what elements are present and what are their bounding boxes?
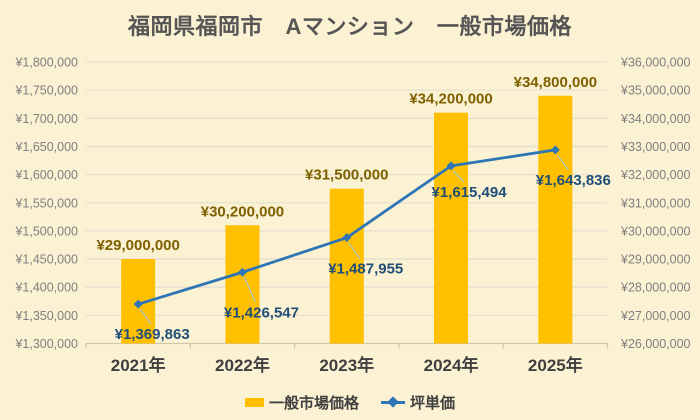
category-label: 2023年	[319, 355, 374, 375]
right-axis-tick-label: ¥28,000,000	[620, 281, 691, 295]
line-marker	[446, 161, 456, 171]
bar-value-label: ¥30,200,000	[201, 203, 284, 220]
point-value-label: ¥1,643,836	[536, 172, 611, 189]
legend-label-bar-series: 一般市場価格	[268, 395, 359, 412]
line-marker	[237, 267, 247, 277]
bar-value-label: ¥34,800,000	[514, 74, 597, 91]
right-axis-tick-label: ¥36,000,000	[620, 56, 691, 70]
bar-series-swatch-icon	[244, 398, 264, 407]
right-axis-tick-label: ¥26,000,000	[620, 337, 691, 351]
left-axis-tick-label: ¥1,600,000	[14, 168, 78, 182]
left-axis-tick-label: ¥1,350,000	[14, 309, 78, 323]
point-value-label: ¥1,426,547	[224, 304, 299, 321]
category-label: 2024年	[424, 355, 479, 375]
point-value-label: ¥1,615,494	[432, 184, 508, 201]
bar	[329, 188, 364, 344]
leader-line	[348, 242, 361, 259]
leader-line	[139, 308, 152, 325]
line-marker	[342, 233, 352, 243]
bar	[225, 225, 260, 344]
category-label: 2025年	[528, 355, 583, 375]
legend-item-line-series: 坪単価	[381, 392, 455, 413]
legend-diamond-marker-icon	[387, 396, 399, 408]
bar	[538, 95, 573, 344]
right-axis-tick-label: ¥33,000,000	[620, 140, 691, 154]
legend-label-line-series: 坪単価	[410, 395, 456, 412]
line-series-swatch-icon	[381, 396, 405, 408]
legend-item-bar-series: 一般市場価格	[244, 392, 359, 413]
left-axis-tick-label: ¥1,300,000	[14, 337, 78, 351]
right-axis-tick-label: ¥29,000,000	[620, 253, 691, 267]
right-axis-tick-label: ¥32,000,000	[620, 168, 691, 182]
bar-value-label: ¥29,000,000	[96, 237, 179, 254]
left-axis-tick-label: ¥1,450,000	[14, 253, 78, 267]
left-axis-tick-label: ¥1,700,000	[14, 112, 78, 126]
point-value-label: ¥1,487,955	[328, 261, 403, 278]
left-axis-tick-label: ¥1,800,000	[14, 56, 78, 70]
right-axis-tick-label: ¥30,000,000	[620, 224, 691, 238]
chart-title: 福岡県福岡市 Aマンション 一般市場価格	[128, 14, 572, 39]
left-axis-tick-label: ¥1,400,000	[14, 281, 78, 295]
bar-value-label: ¥34,200,000	[409, 91, 492, 108]
left-axis-tick-label: ¥1,500,000	[14, 224, 78, 238]
bar	[434, 112, 469, 344]
left-axis-tick-label: ¥1,550,000	[14, 196, 78, 210]
bar-value-label: ¥31,500,000	[305, 167, 388, 184]
line-marker	[550, 145, 560, 155]
right-axis-tick-label: ¥27,000,000	[620, 309, 691, 323]
left-axis-tick-label: ¥1,750,000	[14, 84, 78, 98]
line-marker	[133, 299, 143, 309]
right-axis-tick-label: ¥34,000,000	[620, 112, 691, 126]
leader-line	[556, 154, 569, 171]
leader-line	[243, 277, 256, 303]
category-label: 2022年	[215, 355, 270, 375]
category-label: 2021年	[111, 355, 166, 375]
right-axis-tick-label: ¥35,000,000	[620, 84, 691, 98]
left-axis-tick-label: ¥1,650,000	[14, 140, 78, 154]
leader-line	[452, 170, 465, 183]
right-axis-tick-label: ¥31,000,000	[620, 196, 691, 210]
legend: 一般市場価格 坪単価	[0, 392, 700, 413]
point-value-label: ¥1,369,863	[115, 326, 190, 343]
